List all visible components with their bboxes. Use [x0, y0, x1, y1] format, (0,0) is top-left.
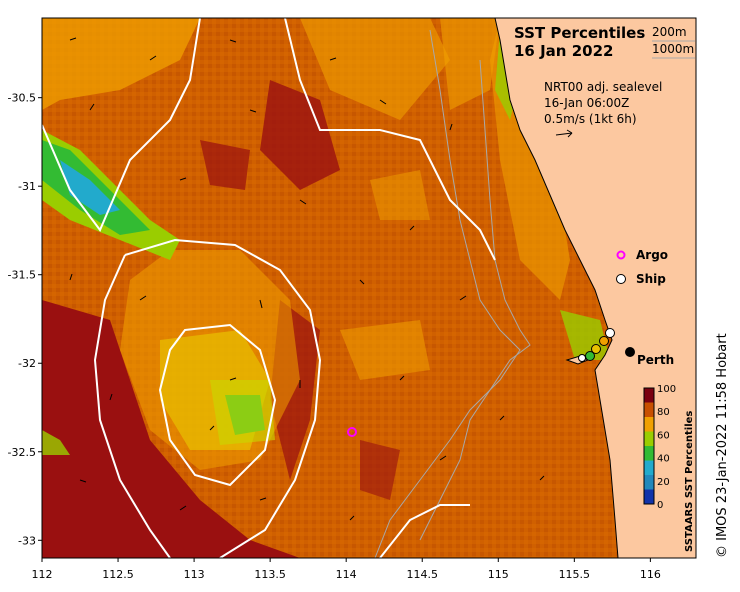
ship-marker	[591, 344, 601, 354]
y-tick-label: -32.5	[8, 446, 36, 459]
x-tick-label: 112	[32, 568, 53, 581]
x-tick-label: 115.5	[559, 568, 591, 581]
sst-low-patches	[42, 30, 610, 455]
bathymetry-contours	[374, 29, 531, 558]
colorbar-tick-label: 80	[657, 407, 670, 418]
plot-frame	[41, 17, 697, 559]
x-tick-label: 115	[488, 568, 509, 581]
ship-marker	[585, 351, 595, 361]
perth-marker	[625, 347, 635, 357]
ship-marker	[599, 336, 609, 346]
argo-legend-icon	[616, 250, 626, 260]
perth-label: Perth	[637, 353, 674, 367]
coastline	[494, 18, 619, 558]
depth-contour-200m: 200m	[652, 25, 687, 39]
colorbar-segment	[644, 489, 654, 505]
x-tick-label: 112.5	[102, 568, 134, 581]
map-date: 16 Jan 2022	[514, 42, 613, 60]
map-title: SST Percentiles	[514, 24, 645, 42]
ship-marker	[578, 354, 586, 362]
colorbar-segment	[644, 402, 654, 418]
y-tick-label: -31.5	[8, 269, 36, 282]
colorbar-segment	[644, 431, 654, 447]
colorbar-frame	[643, 387, 655, 505]
colorbar: 100 80 60 40 20 0	[643, 384, 676, 511]
x-tick-label: 114	[336, 568, 357, 581]
y-tick-label: -32	[18, 357, 36, 370]
ship-legend-icon	[616, 274, 626, 284]
argo-legend-label: Argo	[636, 248, 668, 262]
y-tick-label: -33	[18, 534, 36, 547]
x-tick-label: 116	[640, 568, 661, 581]
credit-text: © IMOS 23-Jan-2022 11:58 Hobart	[715, 333, 730, 558]
ship-legend-label: Ship	[636, 272, 666, 286]
x-tick-label: 113.5	[254, 568, 286, 581]
colorbar-tick-label: 100	[657, 384, 676, 395]
colorbar-tick-label: 40	[657, 454, 670, 465]
scale-arrow	[555, 129, 573, 138]
y-tick-label: -30.5	[8, 92, 36, 105]
ship-track	[578, 328, 615, 362]
y-tick-label: -31	[18, 180, 36, 193]
colorbar-tick-label: 20	[657, 477, 670, 488]
argo-float-marker	[347, 427, 357, 437]
colorbar-segment	[644, 388, 654, 403]
colorbar-segment	[644, 460, 654, 476]
ship-marker	[605, 328, 615, 338]
sealevel-scale: 0.5m/s (1kt 6h)	[544, 112, 637, 126]
colorbar-segment	[644, 446, 654, 461]
colorbar-segment	[644, 417, 654, 432]
sealevel-time: 16-Jan 06:00Z	[544, 96, 629, 110]
x-tick-label: 113	[184, 568, 205, 581]
sealevel-source: NRT00 adj. sealevel	[544, 80, 662, 94]
x-axis: 112 112.5 113 113.5 114 114.5 115 115.5 116	[32, 558, 661, 581]
colorbar-title: SSTAARS SST Percentiles	[684, 411, 695, 552]
sealevel-contours	[42, 18, 496, 558]
depth-contour-1000m: 1000m	[652, 42, 694, 56]
colorbar-tick-label: 60	[657, 430, 670, 441]
y-axis: -30.5 -31 -31.5 -32 -32.5 -33	[8, 92, 42, 547]
colorbar-segment	[644, 475, 654, 490]
map-plot-area	[42, 18, 696, 558]
colorbar-tick-label: 0	[657, 500, 663, 511]
current-vectors	[69, 37, 545, 521]
x-tick-label: 114.5	[406, 568, 438, 581]
